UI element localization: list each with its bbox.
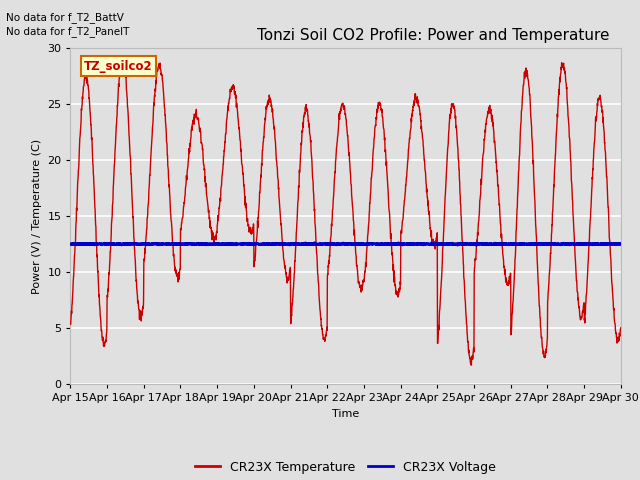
Text: No data for f_T2_PanelT: No data for f_T2_PanelT	[6, 26, 130, 37]
X-axis label: Time: Time	[332, 408, 359, 419]
Text: Tonzi Soil CO2 Profile: Power and Temperature: Tonzi Soil CO2 Profile: Power and Temper…	[257, 28, 610, 43]
Y-axis label: Power (V) / Temperature (C): Power (V) / Temperature (C)	[32, 138, 42, 294]
Legend: CR23X Temperature, CR23X Voltage: CR23X Temperature, CR23X Voltage	[190, 456, 501, 479]
Text: No data for f_T2_BattV: No data for f_T2_BattV	[6, 12, 124, 23]
Text: TZ_soilco2: TZ_soilco2	[84, 60, 153, 73]
